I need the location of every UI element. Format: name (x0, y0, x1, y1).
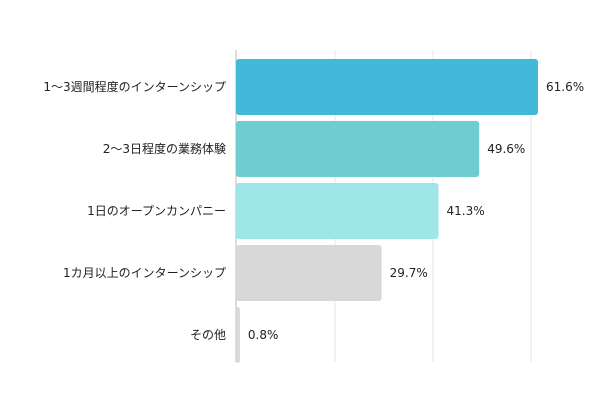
label-layer: 1〜3週間程度のインターンシップ 61.6% 2〜3日程度の業務体験 49.6% 1日の… (43, 79, 584, 342)
bar-4 (236, 245, 382, 301)
bar-2 (236, 121, 480, 177)
value-label: 61.6% (546, 80, 584, 94)
bar-layer (236, 59, 539, 363)
bar-5 (236, 307, 240, 363)
category-label: 2〜3日程度の業務体験 (103, 141, 226, 156)
value-label: 49.6% (487, 142, 525, 156)
category-label: 1〜3週間程度のインターンシップ (43, 79, 226, 94)
category-label: 1カ月以上のインターンシップ (63, 266, 226, 280)
category-label: その他 (190, 328, 226, 342)
category-label: 1日のオープンカンパニー (87, 204, 226, 218)
value-label: 0.8% (248, 328, 279, 342)
value-label: 41.3% (447, 204, 485, 218)
bar-3 (236, 183, 439, 239)
value-label: 29.7% (390, 266, 428, 280)
bar-1 (236, 59, 539, 115)
